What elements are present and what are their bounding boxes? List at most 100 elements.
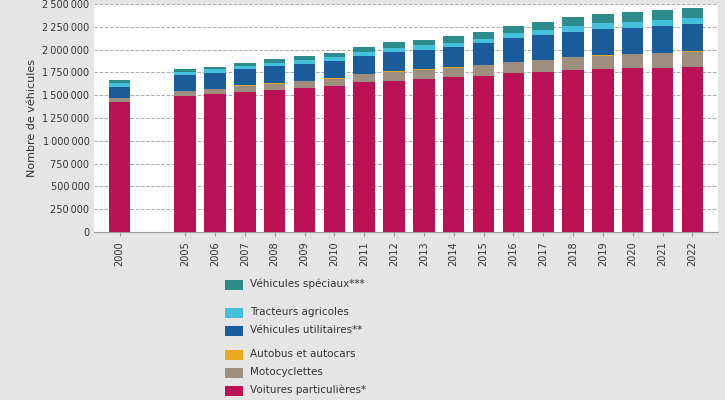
- Bar: [502, 34, 524, 38]
- Bar: [234, 92, 256, 232]
- Y-axis label: Nombre de véhicules: Nombre de véhicules: [27, 59, 36, 177]
- Bar: [204, 94, 225, 232]
- Bar: [234, 69, 256, 86]
- Bar: [682, 18, 703, 24]
- Bar: [294, 64, 315, 81]
- Bar: [652, 53, 674, 68]
- Bar: [323, 58, 345, 61]
- Text: Voitures particulières*: Voitures particulières*: [250, 384, 366, 395]
- Bar: [384, 71, 405, 72]
- Bar: [384, 81, 405, 232]
- Bar: [204, 89, 225, 94]
- Bar: [234, 86, 256, 92]
- Bar: [323, 53, 345, 58]
- Bar: [652, 68, 674, 232]
- Bar: [354, 47, 375, 52]
- Bar: [592, 56, 613, 69]
- Bar: [234, 63, 256, 66]
- Bar: [384, 42, 405, 48]
- Bar: [204, 72, 225, 88]
- Bar: [592, 29, 613, 55]
- Bar: [563, 70, 584, 232]
- Bar: [204, 69, 225, 72]
- Bar: [622, 12, 644, 22]
- Bar: [592, 69, 613, 232]
- Bar: [109, 98, 130, 102]
- Bar: [204, 67, 225, 69]
- Bar: [384, 72, 405, 81]
- Bar: [443, 47, 465, 67]
- Bar: [532, 60, 554, 72]
- Bar: [532, 72, 554, 232]
- Bar: [264, 90, 286, 232]
- Bar: [502, 73, 524, 232]
- Bar: [682, 8, 703, 18]
- Bar: [563, 26, 584, 32]
- Bar: [413, 40, 435, 46]
- Bar: [109, 83, 130, 87]
- Bar: [532, 22, 554, 30]
- Bar: [592, 14, 613, 23]
- Bar: [413, 70, 435, 79]
- Bar: [563, 18, 584, 26]
- Bar: [682, 51, 703, 52]
- Text: Tracteurs agricoles: Tracteurs agricoles: [250, 307, 349, 317]
- Bar: [622, 22, 644, 28]
- Bar: [443, 36, 465, 42]
- Text: Autobus et autocars: Autobus et autocars: [250, 349, 356, 359]
- Bar: [354, 74, 375, 82]
- Bar: [592, 23, 613, 29]
- Bar: [175, 91, 196, 96]
- Bar: [502, 38, 524, 62]
- Bar: [264, 66, 286, 83]
- Bar: [175, 69, 196, 72]
- Bar: [682, 67, 703, 232]
- Bar: [622, 28, 644, 54]
- Bar: [652, 20, 674, 26]
- Bar: [323, 79, 345, 86]
- Bar: [563, 57, 584, 70]
- Bar: [175, 75, 196, 91]
- Bar: [622, 54, 644, 68]
- Bar: [264, 84, 286, 90]
- Bar: [264, 83, 286, 84]
- Bar: [175, 96, 196, 232]
- Bar: [294, 81, 315, 88]
- Bar: [109, 80, 130, 83]
- Bar: [354, 82, 375, 232]
- Bar: [592, 55, 613, 56]
- Bar: [323, 61, 345, 78]
- Bar: [473, 43, 494, 65]
- Bar: [532, 30, 554, 35]
- Bar: [682, 24, 703, 51]
- Bar: [384, 48, 405, 52]
- Bar: [294, 56, 315, 60]
- Bar: [443, 42, 465, 47]
- Bar: [354, 56, 375, 74]
- Bar: [502, 26, 524, 34]
- Bar: [294, 60, 315, 64]
- Bar: [175, 72, 196, 75]
- Bar: [354, 52, 375, 56]
- Bar: [443, 68, 465, 78]
- Bar: [502, 62, 524, 73]
- Bar: [109, 102, 130, 232]
- Bar: [682, 52, 703, 67]
- Bar: [473, 38, 494, 43]
- Bar: [264, 63, 286, 66]
- Bar: [204, 88, 225, 89]
- Text: Véhicules spéciaux***: Véhicules spéciaux***: [250, 278, 365, 289]
- Bar: [234, 66, 256, 69]
- Bar: [264, 59, 286, 63]
- Bar: [443, 67, 465, 68]
- Bar: [473, 76, 494, 232]
- Bar: [532, 35, 554, 60]
- Bar: [652, 10, 674, 20]
- Bar: [473, 65, 494, 76]
- Bar: [109, 87, 130, 98]
- Bar: [443, 78, 465, 232]
- Bar: [652, 26, 674, 53]
- Bar: [413, 50, 435, 70]
- Text: Motocyclettes: Motocyclettes: [250, 367, 323, 377]
- Text: Véhicules utilitaires**: Véhicules utilitaires**: [250, 325, 362, 335]
